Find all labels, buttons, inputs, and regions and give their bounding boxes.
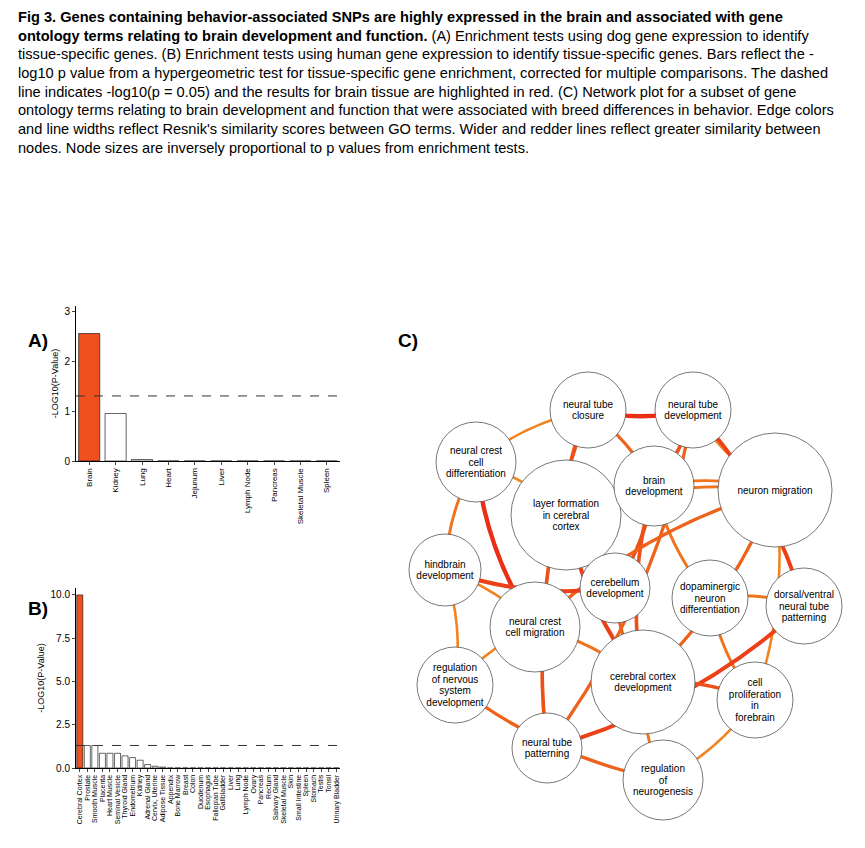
svg-text:dorsal/ventralneural tubepatte: dorsal/ventralneural tubepatterning — [774, 589, 834, 623]
svg-text:-LOG10(P-Value): -LOG10(P-Value) — [50, 349, 60, 418]
svg-text:Bone Marrow: Bone Marrow — [174, 774, 181, 817]
svg-text:Skeletal Muscle: Skeletal Muscle — [296, 468, 305, 525]
svg-text:2: 2 — [64, 356, 70, 367]
svg-text:Endometrium: Endometrium — [129, 775, 136, 817]
svg-text:Colon: Colon — [189, 775, 196, 793]
svg-text:Duodenum: Duodenum — [197, 775, 204, 809]
svg-text:braindevelopment: braindevelopment — [625, 475, 682, 498]
svg-text:Lung: Lung — [138, 468, 147, 486]
svg-text:0: 0 — [64, 456, 70, 467]
svg-text:Kidney: Kidney — [136, 774, 144, 796]
svg-text:cerebellumdevelopment: cerebellumdevelopment — [586, 577, 643, 600]
svg-text:Lymph Node: Lymph Node — [243, 468, 252, 514]
svg-text:2.5: 2.5 — [56, 719, 70, 730]
svg-text:neural tubedevelopment: neural tubedevelopment — [664, 399, 721, 422]
svg-text:Ovary: Ovary — [250, 774, 258, 793]
svg-text:Cerebral Cortex: Cerebral Cortex — [76, 774, 83, 824]
svg-text:Pancreas: Pancreas — [257, 774, 264, 804]
svg-text:regulationof nervoussystemdeve: regulationof nervoussystemdevelopment — [426, 662, 483, 708]
svg-text:Spleen: Spleen — [322, 468, 331, 493]
svg-text:Liver: Liver — [217, 468, 226, 486]
svg-text:-LOG10(P-Value): -LOG10(P-Value) — [36, 643, 46, 712]
svg-text:Thyroid Gland: Thyroid Gland — [121, 775, 129, 819]
svg-text:Esophagus: Esophagus — [204, 774, 212, 810]
svg-text:cerebral cortexdevelopment: cerebral cortexdevelopment — [610, 671, 676, 694]
svg-text:Pancreas: Pancreas — [270, 468, 279, 502]
svg-text:Kidney: Kidney — [111, 468, 120, 492]
svg-text:Breast: Breast — [182, 775, 189, 795]
svg-text:Skeletal Muscle: Skeletal Muscle — [280, 775, 287, 824]
svg-text:cellproliferationinforebrain: cellproliferationinforebrain — [729, 677, 781, 723]
svg-text:Fallopian Tube: Fallopian Tube — [212, 775, 220, 821]
svg-text:neuron migration: neuron migration — [737, 485, 812, 496]
svg-text:10.0: 10.0 — [51, 589, 71, 600]
svg-text:Gallbladder: Gallbladder — [219, 774, 226, 810]
svg-text:Brain: Brain — [85, 468, 94, 487]
svg-text:Jejunum: Jejunum — [190, 468, 199, 499]
html-text:Fig 3. Genes containing behavi: Fig 3. Genes containing behavior-associa… — [18, 9, 834, 156]
svg-text:Lymph Node: Lymph Node — [242, 775, 250, 815]
svg-text:layer formationin cerebralcort: layer formationin cerebralcortex — [533, 498, 599, 532]
html-text:A): A) — [28, 330, 49, 351]
svg-text:neural crestcelldifferentiatio: neural crestcelldifferentiation — [446, 445, 506, 479]
svg-text:hindbraindevelopment: hindbraindevelopment — [416, 559, 473, 582]
svg-text:7.5: 7.5 — [56, 633, 70, 644]
svg-text:0.0: 0.0 — [56, 763, 70, 774]
svg-text:Liver: Liver — [227, 774, 234, 790]
svg-text:Salivary Gland: Salivary Gland — [272, 775, 280, 821]
svg-text:Spleen: Spleen — [302, 775, 310, 797]
svg-text:Placenta: Placenta — [99, 775, 106, 802]
svg-text:Prostate: Prostate — [84, 775, 91, 801]
svg-text:Lung: Lung — [234, 775, 242, 791]
svg-text:Testis: Testis — [317, 774, 324, 792]
svg-text:neural tubeclosure: neural tubeclosure — [563, 399, 613, 422]
svg-text:Heart: Heart — [164, 467, 173, 487]
svg-text:5.0: 5.0 — [56, 676, 70, 687]
svg-text:Skin: Skin — [287, 775, 294, 789]
svg-text:dopaminergicneurondifferentiat: dopaminergicneurondifferentiation — [680, 581, 740, 615]
svg-text:Appendix: Appendix — [167, 774, 175, 804]
svg-text:Seminal Vesicle: Seminal Vesicle — [114, 775, 121, 825]
svg-text:Stomach: Stomach — [310, 775, 317, 803]
svg-text:Tonsil: Tonsil — [325, 774, 332, 792]
svg-text:Adipose Tissue: Adipose Tissue — [159, 775, 167, 823]
html-text:C): C) — [398, 330, 419, 351]
html-text:B): B) — [28, 598, 49, 619]
svg-text:Smooth Muscle: Smooth Muscle — [91, 775, 98, 823]
svg-text:Rectum: Rectum — [265, 775, 272, 799]
svg-text:1: 1 — [64, 406, 70, 417]
svg-text:Adrenal Gland: Adrenal Gland — [144, 775, 151, 820]
svg-text:3: 3 — [64, 306, 70, 317]
svg-text:neural crestcell migration: neural crestcell migration — [506, 616, 565, 639]
svg-text:regulationofneurogenesis: regulationofneurogenesis — [633, 763, 693, 797]
svg-text:neural tubepatterning: neural tubepatterning — [522, 737, 572, 760]
svg-text:Cervix, Uterine: Cervix, Uterine — [151, 775, 158, 821]
svg-text:Heart Muscle: Heart Muscle — [106, 775, 113, 816]
svg-text:Urinary Bladder: Urinary Bladder — [333, 774, 341, 823]
svg-text:Small Intestine: Small Intestine — [295, 775, 302, 821]
